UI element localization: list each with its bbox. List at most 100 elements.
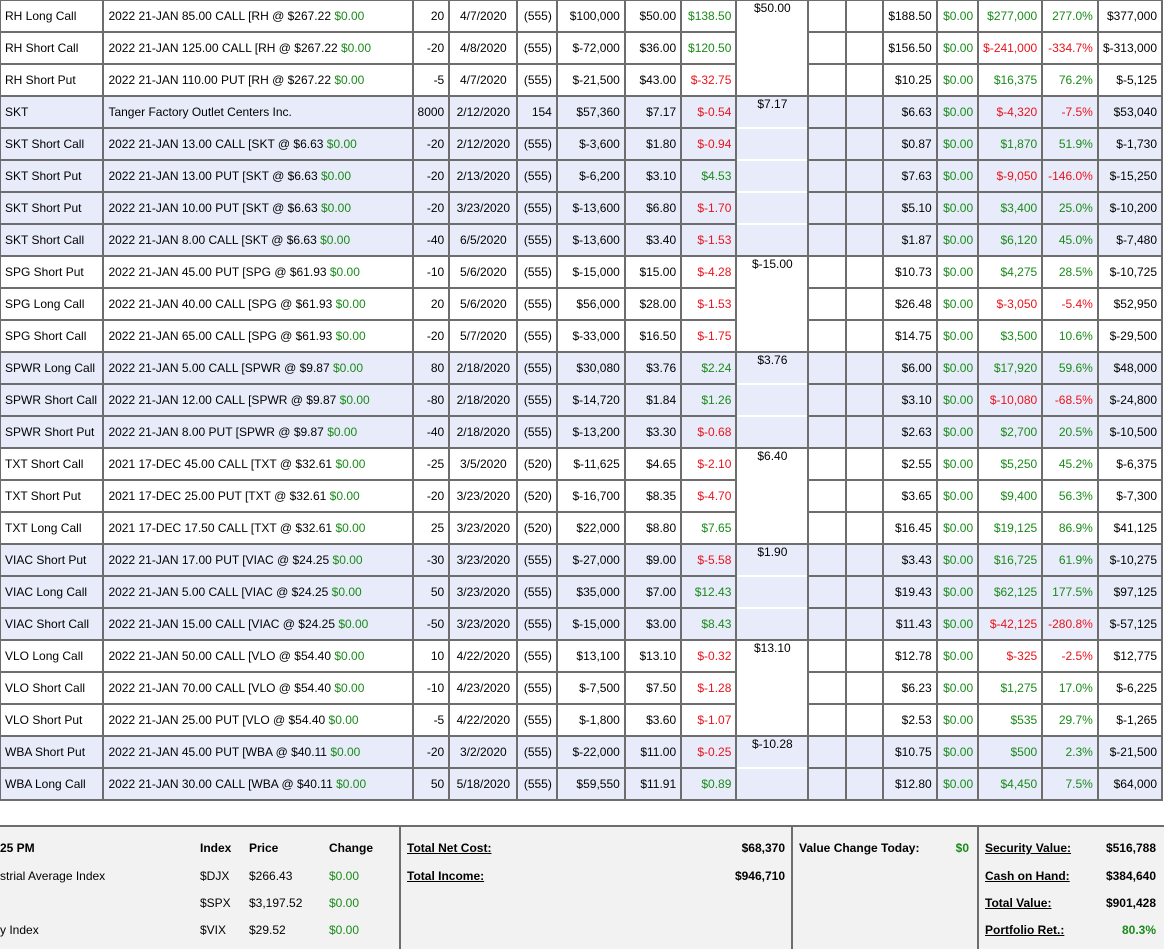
position-row[interactable]: SPG Long Call 2022 21-JAN 40.00 CALL [SPG… [0,287,1164,321]
group-net [735,672,810,704]
price-change: $-4.70 [680,479,738,513]
position-row[interactable]: VLO Short Put 2022 21-JAN 25.00 PUT [VLO … [0,703,1164,737]
position-row[interactable]: SPG Short Put 2022 21-JAN 45.00 PUT [SPG … [0,255,1164,289]
description-text: 2022 21-JAN 70.00 CALL [VLO @ $54.40 [108,681,335,695]
totals-panel: Total Net Cost: $68,370 Total Income: $9… [401,827,793,949]
gain-loss: $9,400 [977,479,1044,513]
underlying-change: $0.00 [336,777,367,791]
today-change: $0.00 [935,255,980,289]
group-net: $3.76 [735,351,810,384]
position-row[interactable]: SKT Tanger Factory Outlet Centers Inc. 800… [0,95,1164,129]
position-description: 2022 21-JAN 17.00 PUT [VIAC @ $24.25 $0.… [102,543,414,577]
current-price: $2.55 [882,447,938,481]
quantity: -5 [411,63,451,97]
position-row[interactable]: SKT Short Put 2022 21-JAN 13.00 PUT [SKT … [0,159,1164,193]
gain-loss: $-4,320 [977,95,1044,129]
position-row[interactable]: TXT Short Call 2021 17-DEC 45.00 CALL [TX… [0,447,1164,481]
position-row[interactable]: SPWR Short Put 2022 21-JAN 8.00 PUT [SPWR… [0,415,1164,449]
open-date: 5/7/2020 [448,319,519,353]
group-net [735,768,810,801]
blank-col [807,415,847,449]
blank-col [807,351,847,385]
position-row[interactable]: RH Long Call 2022 21-JAN 85.00 CALL [RH @… [0,0,1164,33]
total-income-label: Total Income: [407,869,485,883]
position-row[interactable]: WBA Short Put 2022 21-JAN 45.00 PUT [WBA … [0,735,1164,769]
description-text: 2022 21-JAN 8.00 CALL [SKT @ $6.63 [108,233,321,247]
position-row[interactable]: RH Short Call 2022 21-JAN 125.00 CALL [RH… [0,31,1164,65]
price-change: $-5.58 [680,543,738,577]
position-description: 2022 21-JAN 45.00 PUT [SPG @ $61.93 $0.0… [102,255,414,289]
position-row[interactable]: SKT Short Put 2022 21-JAN 10.00 PUT [SKT … [0,191,1164,225]
percent-return: 76.2% [1041,63,1099,97]
quantity: -80 [411,383,451,417]
underlying-change: $0.00 [327,425,358,439]
position-row[interactable]: WBA Long Call 2022 21-JAN 30.00 CALL [WBA… [0,767,1164,801]
description-text: 2022 21-JAN 110.00 PUT [RH @ $267.22 [108,73,335,87]
position-row[interactable]: TXT Long Call 2021 17-DEC 17.50 CALL [TXT… [0,511,1164,545]
position-name: SKT Short Put [0,191,105,225]
position-name: VLO Short Put [0,703,105,737]
cost-basis: $-22,000 [555,735,626,769]
gain-loss: $4,450 [977,767,1044,801]
position-row[interactable]: VLO Long Call 2022 21-JAN 50.00 CALL [VLO… [0,639,1164,673]
cost-basis: $-33,000 [555,319,626,353]
blank-col [807,223,847,257]
cost-basis: $59,550 [555,767,626,801]
position-row[interactable]: SKT Short Call 2022 21-JAN 13.00 CALL [SK… [0,127,1164,161]
open-price: $4.65 [623,447,683,481]
blank-col [807,767,847,801]
position-row[interactable]: SKT Short Call 2022 21-JAN 8.00 CALL [SKT… [0,223,1164,257]
open-price: $1.84 [623,383,683,417]
current-price: $12.78 [882,639,938,673]
price-change: $-0.54 [680,95,738,129]
price-change: $-1.75 [680,319,738,353]
position-row[interactable]: SPWR Long Call 2022 21-JAN 5.00 CALL [SPW… [0,351,1164,385]
days: (520) [516,511,558,545]
description-text: 2022 21-JAN 30.00 CALL [WBA @ $40.11 [108,777,337,791]
percent-return: -146.0% [1041,159,1099,193]
position-name: VLO Long Call [0,639,105,673]
index-price: $266.43 [249,869,293,883]
gain-loss: $62,125 [977,575,1044,609]
group-net: $6.40 [735,447,810,480]
group-net [735,320,810,353]
underlying-change: $0.00 [341,41,372,55]
position-name: SPWR Short Call [0,383,105,417]
position-row[interactable]: SPWR Short Call 2022 21-JAN 12.00 CALL [S… [0,383,1164,417]
total-net-cost-label: Total Net Cost: [407,841,492,855]
index-symbol: $VIX [200,923,227,937]
underlying-change: $0.00 [320,233,351,247]
position-name: VIAC Long Call [0,575,105,609]
position-name: WBA Long Call [0,767,105,801]
days: 154 [516,95,558,129]
percent-return: 29.7% [1041,703,1099,737]
cost-basis: $-3,600 [555,127,626,161]
blank-col [844,319,885,353]
days: (555) [516,639,558,673]
position-description: 2022 21-JAN 65.00 CALL [SPG @ $61.93 $0.… [102,319,414,353]
position-row[interactable]: VIAC Short Call 2022 21-JAN 15.00 CALL [V… [0,607,1164,641]
position-row[interactable]: VLO Short Call 2022 21-JAN 70.00 CALL [VL… [0,671,1164,705]
position-row[interactable]: VIAC Long Call 2022 21-JAN 5.00 CALL [VIA… [0,575,1164,609]
gain-loss: $-9,050 [977,159,1044,193]
percent-return: 45.0% [1041,223,1099,257]
current-price: $10.73 [882,255,938,289]
current-price: $16.45 [882,511,938,545]
quantity: -20 [411,735,451,769]
blank-col [844,127,885,161]
market-value: $52,950 [1096,287,1164,321]
open-date: 2/18/2020 [448,415,519,449]
portfolio-summary-panel: Security Value: $516,788 Cash on Hand: $… [979,827,1164,949]
open-price: $7.17 [623,95,683,129]
market-value: $-57,125 [1096,607,1164,641]
underlying-change: $0.00 [326,137,357,151]
today-change: $0.00 [935,191,980,225]
market-value: $-6,375 [1096,447,1164,481]
position-row[interactable]: RH Short Put 2022 21-JAN 110.00 PUT [RH @… [0,63,1164,97]
quantity: 50 [411,767,451,801]
group-net: $-10.28 [735,735,810,768]
position-row[interactable]: SPG Short Call 2022 21-JAN 65.00 CALL [SP… [0,319,1164,353]
open-price: $1.80 [623,127,683,161]
position-row[interactable]: VIAC Short Put 2022 21-JAN 17.00 PUT [VIA… [0,543,1164,577]
position-row[interactable]: TXT Short Put 2021 17-DEC 25.00 PUT [TXT … [0,479,1164,513]
